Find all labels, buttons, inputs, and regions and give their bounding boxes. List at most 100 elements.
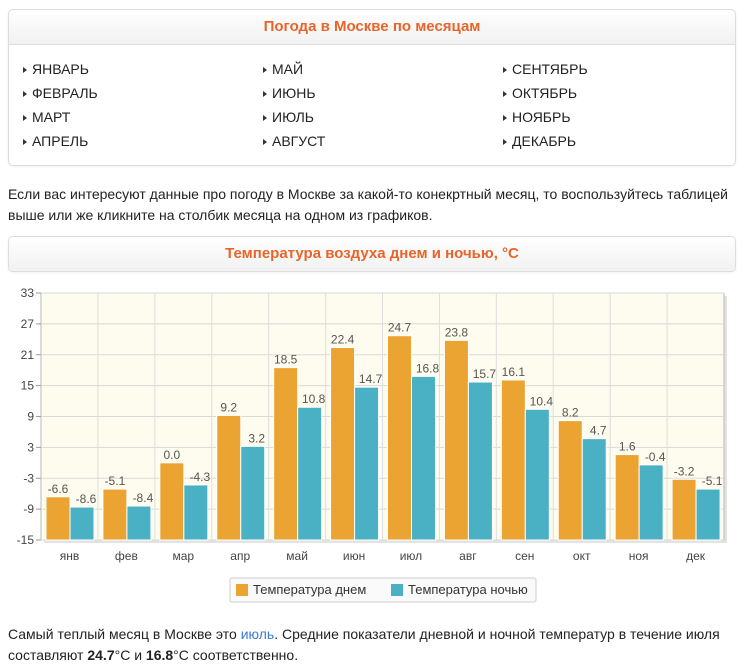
bar-day[interactable]	[102, 488, 128, 541]
month-link[interactable]: ЯНВАРЬ	[23, 57, 263, 81]
data-label: -5.1	[105, 474, 126, 488]
x-tick-label: фев	[115, 549, 138, 563]
bar-day[interactable]	[387, 335, 412, 541]
bar-night[interactable]	[695, 488, 721, 541]
x-tick-label: дек	[686, 549, 706, 563]
y-tick-label: 33	[21, 286, 35, 300]
x-tick-label: июл	[400, 549, 422, 563]
bar-night[interactable]	[467, 381, 493, 541]
month-link[interactable]: АПРЕЛЬ	[23, 129, 263, 153]
data-label: -8.6	[76, 492, 97, 506]
months-list: ЯНВАРЬ МАЙ СЕНТЯБРЬ ФЕВРАЛЬ ИЮНЬ ОКТЯБРЬ МАРТ И…	[23, 57, 735, 153]
legend-swatch-day[interactable]	[236, 584, 248, 596]
month-label: СЕНТЯБРЬ	[512, 61, 588, 77]
bar-day[interactable]	[614, 454, 640, 541]
data-label: 23.8	[445, 325, 469, 339]
data-label: 18.5	[274, 353, 298, 367]
data-label: 16.8	[416, 361, 440, 375]
bullet-arrow-icon	[23, 139, 27, 145]
bar-day[interactable]	[45, 496, 71, 541]
summary-part1: Самый теплый месяц в Москве это	[8, 626, 241, 642]
y-tick-label: 21	[21, 348, 35, 362]
data-label: 8.2	[562, 406, 579, 420]
data-label: 1.6	[619, 440, 636, 454]
x-tick-label: май	[286, 549, 308, 563]
data-label: 9.2	[220, 400, 237, 414]
data-label: 4.7	[590, 424, 607, 438]
x-tick-label: ноя	[629, 549, 649, 563]
bullet-arrow-icon	[23, 115, 27, 121]
month-link[interactable]: АВГУСТ	[263, 129, 503, 153]
bar-day[interactable]	[500, 379, 526, 541]
x-tick-label: авг	[459, 549, 477, 563]
month-label: АПРЕЛЬ	[32, 133, 89, 149]
bullet-arrow-icon	[23, 91, 27, 97]
month-link[interactable]: ИЮЛЬ	[263, 105, 503, 129]
bullet-arrow-icon	[503, 91, 507, 97]
intro-text: Если вас интересуют данные про погоду в …	[8, 186, 728, 223]
month-link[interactable]: МАРТ	[23, 105, 263, 129]
bar-night[interactable]	[240, 445, 266, 541]
data-label: -0.4	[645, 450, 666, 464]
legend	[229, 577, 537, 603]
month-link[interactable]: СЕНТЯБРЬ	[503, 57, 733, 81]
month-link[interactable]: ОКТЯБРЬ	[503, 81, 733, 105]
bullet-arrow-icon	[503, 115, 507, 121]
legend-swatch-night[interactable]	[391, 584, 403, 596]
bar-night[interactable]	[411, 375, 436, 541]
data-label: 14.7	[359, 372, 383, 386]
chart-panel: Температура воздуха днем и ночью, °C	[8, 236, 736, 272]
bar-day[interactable]	[671, 478, 697, 541]
summary-unit2: °C соответственно.	[173, 647, 299, 663]
bar-night[interactable]	[524, 408, 550, 541]
bar-day[interactable]	[273, 367, 299, 541]
y-tick-label: 9	[27, 410, 34, 424]
data-label: -4.3	[189, 470, 210, 484]
data-label: 15.7	[473, 367, 497, 381]
month-link[interactable]: ДЕКАБРЬ	[503, 129, 733, 153]
bar-night[interactable]	[638, 464, 664, 541]
bar-day[interactable]	[159, 462, 185, 541]
bar-day[interactable]	[557, 420, 583, 541]
data-label: -3.2	[674, 464, 695, 478]
month-label: МАЙ	[272, 61, 304, 77]
month-label: ИЮЛЬ	[272, 109, 314, 125]
x-tick-label: апр	[230, 549, 250, 563]
bar-day[interactable]	[443, 339, 469, 541]
month-link[interactable]: ФЕВРАЛЬ	[23, 81, 263, 105]
legend-label-night[interactable]: Температура ночью	[408, 582, 528, 597]
month-link[interactable]: НОЯБРЬ	[503, 105, 733, 129]
bar-night[interactable]	[581, 438, 607, 541]
month-link[interactable]: ИЮНЬ	[263, 81, 503, 105]
bar-night[interactable]	[69, 506, 95, 541]
bullet-arrow-icon	[263, 67, 267, 73]
bar-day[interactable]	[330, 347, 356, 541]
data-label: -8.4	[133, 491, 154, 505]
night-temp-value: 16.8	[145, 647, 174, 663]
bar-day[interactable]	[216, 414, 242, 541]
temperature-chart: -15 -9 -3 3 9 15 21 27 33 янв фев мар апр май июн июл ав…	[17, 286, 727, 603]
bar-night[interactable]	[354, 386, 380, 541]
x-tick-label: июн	[343, 549, 365, 563]
bullet-arrow-icon	[263, 139, 267, 145]
months-panel: Погода в Москве по месяцам ЯНВАРЬ МАЙ СЕНТ…	[8, 9, 736, 166]
legend-label-day[interactable]: Температура днем	[253, 582, 366, 597]
data-label: 24.7	[388, 321, 412, 335]
bar-night[interactable]	[183, 484, 209, 541]
data-label: -6.6	[48, 482, 69, 496]
month-label: НОЯБРЬ	[512, 109, 571, 125]
data-label: 3.2	[248, 431, 265, 445]
data-label: -5.1	[702, 474, 723, 488]
month-link[interactable]: МАЙ	[263, 57, 503, 81]
month-label: ДЕКАБРЬ	[512, 133, 577, 149]
day-temp-value: 24.7	[87, 647, 115, 663]
bar-night[interactable]	[297, 406, 323, 541]
bar-night[interactable]	[126, 505, 152, 541]
warmest-month-link[interactable]: июль	[240, 626, 275, 642]
y-tick-label: 3	[27, 440, 34, 454]
x-tick-label: мар	[172, 549, 194, 563]
y-tick-label: -3	[23, 471, 34, 485]
bullet-arrow-icon	[23, 67, 27, 73]
month-label: ОКТЯБРЬ	[512, 85, 578, 101]
month-label: АВГУСТ	[272, 133, 326, 149]
